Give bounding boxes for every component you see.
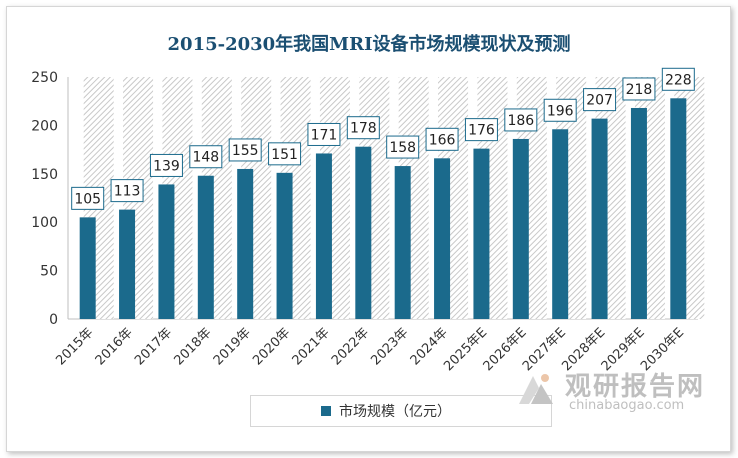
y-tick-label: 50 bbox=[40, 264, 58, 280]
bar bbox=[79, 217, 96, 319]
data-label: 196 bbox=[547, 103, 574, 119]
y-tick-label: 100 bbox=[31, 215, 58, 231]
data-label-box bbox=[464, 118, 498, 142]
data-label-box bbox=[149, 153, 183, 177]
data-label-box bbox=[189, 145, 223, 169]
watermark-cn: 观研报告网 bbox=[565, 372, 706, 402]
bar bbox=[119, 209, 136, 319]
y-tick-label: 150 bbox=[31, 167, 58, 183]
bar bbox=[315, 153, 332, 319]
x-tick-label: 2017年 bbox=[132, 325, 175, 368]
data-label-box bbox=[386, 135, 420, 159]
bar bbox=[591, 118, 608, 320]
legend: 市场规模（亿元） bbox=[250, 395, 552, 427]
data-label: 155 bbox=[232, 143, 259, 159]
data-label: 228 bbox=[665, 72, 692, 88]
chart-title: 2015-2030年我国MRI设备市场规模现状及预测 bbox=[167, 34, 571, 55]
x-tick-label: 2016年 bbox=[93, 325, 136, 368]
x-tick-label: 2018年 bbox=[171, 325, 214, 368]
x-tick-label: 2022年 bbox=[329, 325, 372, 368]
bar bbox=[512, 138, 529, 319]
data-label-box bbox=[583, 88, 617, 112]
data-label-box bbox=[110, 179, 144, 203]
watermark: 观研报告网 chinabaogao.com bbox=[515, 366, 715, 416]
x-tick-label: 2019年 bbox=[211, 325, 254, 368]
x-tick-label: 2021年 bbox=[290, 325, 333, 368]
bar bbox=[158, 184, 175, 319]
bar bbox=[552, 129, 569, 319]
data-label: 186 bbox=[507, 113, 534, 129]
legend-swatch bbox=[321, 406, 331, 416]
y-tick-label: 0 bbox=[49, 312, 58, 328]
data-label-box bbox=[346, 116, 380, 140]
bar bbox=[355, 146, 372, 319]
data-label: 166 bbox=[429, 132, 456, 148]
data-label-box bbox=[307, 122, 341, 146]
data-label: 105 bbox=[74, 191, 101, 207]
bar bbox=[473, 148, 490, 319]
data-label: 158 bbox=[389, 140, 416, 156]
data-label: 148 bbox=[192, 150, 219, 166]
bar bbox=[394, 166, 411, 319]
data-label: 218 bbox=[626, 82, 653, 98]
data-label-box bbox=[661, 67, 695, 91]
bar bbox=[670, 98, 687, 320]
bar bbox=[237, 168, 254, 319]
legend-label: 市场规模（亿元） bbox=[339, 404, 451, 420]
data-label-box bbox=[622, 77, 656, 101]
data-label: 151 bbox=[271, 147, 298, 163]
bar bbox=[197, 175, 214, 319]
x-tick-label: 2023年 bbox=[368, 325, 411, 368]
x-tick-label: 2015年 bbox=[53, 325, 96, 368]
bar bbox=[276, 172, 293, 319]
data-label: 176 bbox=[468, 123, 495, 139]
data-label-box bbox=[543, 98, 577, 122]
x-tick-label: 2020年 bbox=[250, 325, 293, 368]
data-label-box bbox=[425, 127, 459, 151]
data-label-box bbox=[268, 142, 302, 166]
data-label-box bbox=[504, 108, 538, 132]
data-label: 139 bbox=[153, 158, 180, 174]
data-label: 207 bbox=[586, 93, 613, 109]
y-tick-label: 250 bbox=[31, 70, 58, 86]
data-label-box bbox=[228, 138, 262, 162]
bar bbox=[630, 107, 647, 319]
bar bbox=[434, 158, 451, 319]
y-tick-label: 200 bbox=[31, 118, 58, 134]
data-label: 113 bbox=[114, 184, 141, 200]
watermark-logo-icon bbox=[519, 374, 553, 404]
data-label-box bbox=[71, 186, 105, 210]
data-label: 178 bbox=[350, 121, 377, 137]
data-label: 171 bbox=[311, 127, 338, 143]
watermark-en: chinabaogao.com bbox=[569, 398, 685, 413]
